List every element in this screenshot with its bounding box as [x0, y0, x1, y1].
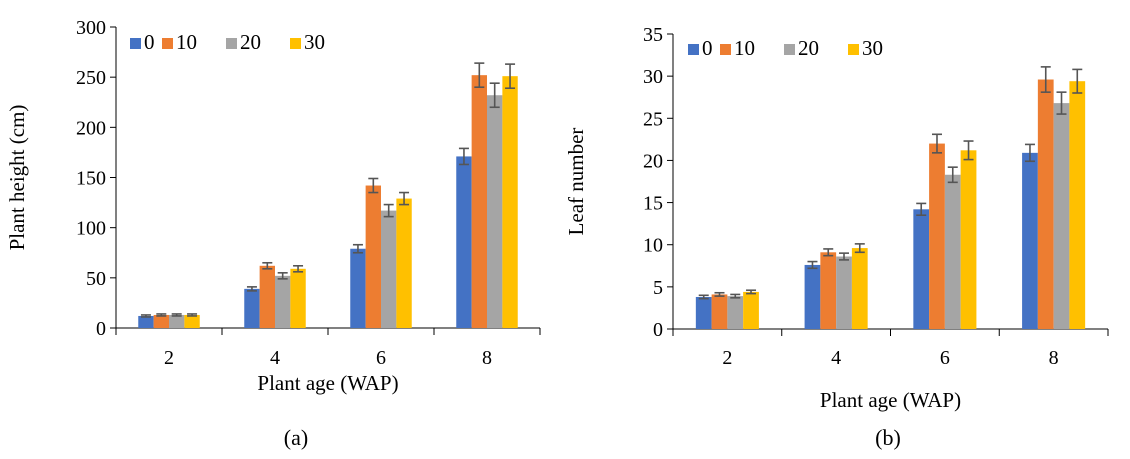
- legend-label: 0: [702, 36, 713, 60]
- legend-swatch: [162, 38, 173, 49]
- bar: [169, 314, 185, 328]
- legend-swatch: [784, 44, 795, 55]
- bar: [275, 275, 291, 328]
- legend-swatch: [720, 44, 731, 55]
- x-tick-label: 6: [376, 347, 386, 369]
- bar: [350, 248, 366, 328]
- legend-label: 10: [734, 36, 755, 60]
- bar: [804, 264, 821, 329]
- legend-label: 30: [304, 30, 325, 54]
- bar: [913, 209, 930, 329]
- legend-label: 0: [144, 30, 155, 54]
- y-tick-label: 20: [643, 150, 663, 172]
- bar: [1022, 152, 1038, 329]
- x-tick-label: 8: [482, 347, 492, 369]
- bar: [836, 256, 852, 329]
- y-tick-label: 300: [76, 17, 106, 39]
- bar: [259, 265, 275, 328]
- legend-label: 20: [240, 30, 261, 54]
- bar: [471, 75, 487, 328]
- y-tick-label: 15: [643, 193, 663, 215]
- x-tick-label: 2: [722, 347, 732, 369]
- x-tick-label: 8: [1049, 347, 1059, 369]
- legend-swatch: [130, 38, 141, 49]
- y-axis-title: Plant height (cm): [5, 105, 29, 251]
- legend-swatch: [226, 38, 237, 49]
- bar: [381, 210, 397, 328]
- bar: [502, 76, 518, 328]
- x-tick-label: 4: [270, 347, 280, 369]
- legend-label: 10: [176, 30, 197, 54]
- y-tick-label: 150: [76, 168, 106, 190]
- y-tick-label: 200: [76, 117, 106, 139]
- y-tick-label: 30: [643, 66, 663, 88]
- y-tick-label: 50: [86, 268, 106, 290]
- chart-plant-height: 0 50 100 150 200 250 300 2 4 6 8 0 10 20 30 Plant age (…: [5, 17, 541, 450]
- bar: [244, 288, 260, 328]
- panel-label: (a): [284, 425, 308, 450]
- bar: [184, 314, 200, 328]
- bar: [487, 95, 503, 328]
- chart-leaf-number: 0 5 10 15 20 25 30 35 2 4 6 8 0 10 20 30 Plant age (WAP)…: [564, 24, 1109, 450]
- x-tick-label: 6: [940, 347, 950, 369]
- bar: [711, 294, 728, 329]
- bar: [290, 268, 306, 328]
- y-axis-title: Leaf number: [564, 128, 588, 236]
- bar: [929, 143, 945, 329]
- bar: [820, 252, 837, 329]
- x-tick-label: 2: [164, 347, 174, 369]
- panel-label: (b): [875, 425, 901, 450]
- legend-swatch: [688, 44, 699, 55]
- y-tick-label: 35: [643, 24, 663, 46]
- bar: [1037, 79, 1054, 329]
- legend-swatch: [848, 44, 859, 55]
- bar: [944, 174, 961, 329]
- bar: [1069, 81, 1086, 329]
- legend-swatch: [290, 38, 301, 49]
- bar: [851, 248, 868, 329]
- legend-label: 20: [798, 36, 819, 60]
- bar: [727, 296, 744, 329]
- y-tick-label: 100: [76, 218, 106, 240]
- bar: [960, 150, 977, 329]
- x-axis-title: Plant age (WAP): [257, 371, 398, 395]
- legend-label: 30: [862, 36, 883, 60]
- bar: [396, 198, 412, 328]
- y-tick-label: 0: [653, 319, 663, 341]
- y-tick-label: 10: [643, 235, 663, 257]
- bar: [153, 314, 169, 328]
- bar: [138, 315, 154, 328]
- bar: [695, 296, 712, 329]
- y-tick-label: 0: [96, 318, 106, 340]
- x-tick-label: 4: [831, 347, 841, 369]
- y-tick-label: 250: [76, 67, 106, 89]
- y-tick-label: 5: [653, 277, 663, 299]
- x-axis-title: Plant age (WAP): [820, 388, 961, 412]
- y-tick-label: 25: [643, 108, 663, 130]
- bar: [1053, 103, 1070, 329]
- bar: [456, 156, 472, 328]
- bar: [743, 291, 759, 329]
- bar: [365, 185, 381, 328]
